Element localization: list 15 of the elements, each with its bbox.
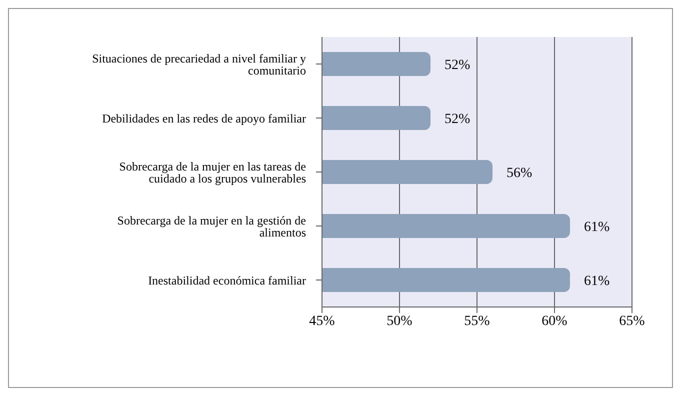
data-label: 61%	[584, 220, 610, 235]
y-tick-label: Inestabilidad económica familiar	[148, 273, 306, 288]
x-tick-label: 60%	[542, 314, 568, 329]
y-tick-label: Situaciones de precariedad a nivel familiar y comunitario	[92, 51, 306, 78]
y-tick-label: Sobrecarga de la mujer en la gestión de alimentos	[117, 213, 306, 240]
data-label: 52%	[444, 58, 470, 73]
x-tick-label: 50%	[386, 314, 413, 329]
x-tick-label: 45%	[309, 314, 336, 329]
x-tick-label: 65%	[619, 314, 646, 329]
x-tick-label: 55%	[464, 314, 490, 329]
data-label: 52%	[444, 112, 470, 127]
data-label: 56%	[506, 166, 532, 181]
y-tick-label: Sobrecarga de la mujer en las tareas de cuidado a los grupos vulnerables	[119, 159, 306, 186]
data-label: 61%	[584, 274, 610, 289]
y-tick-label: Debilidades en las redes de apoyo familiar	[102, 111, 306, 126]
